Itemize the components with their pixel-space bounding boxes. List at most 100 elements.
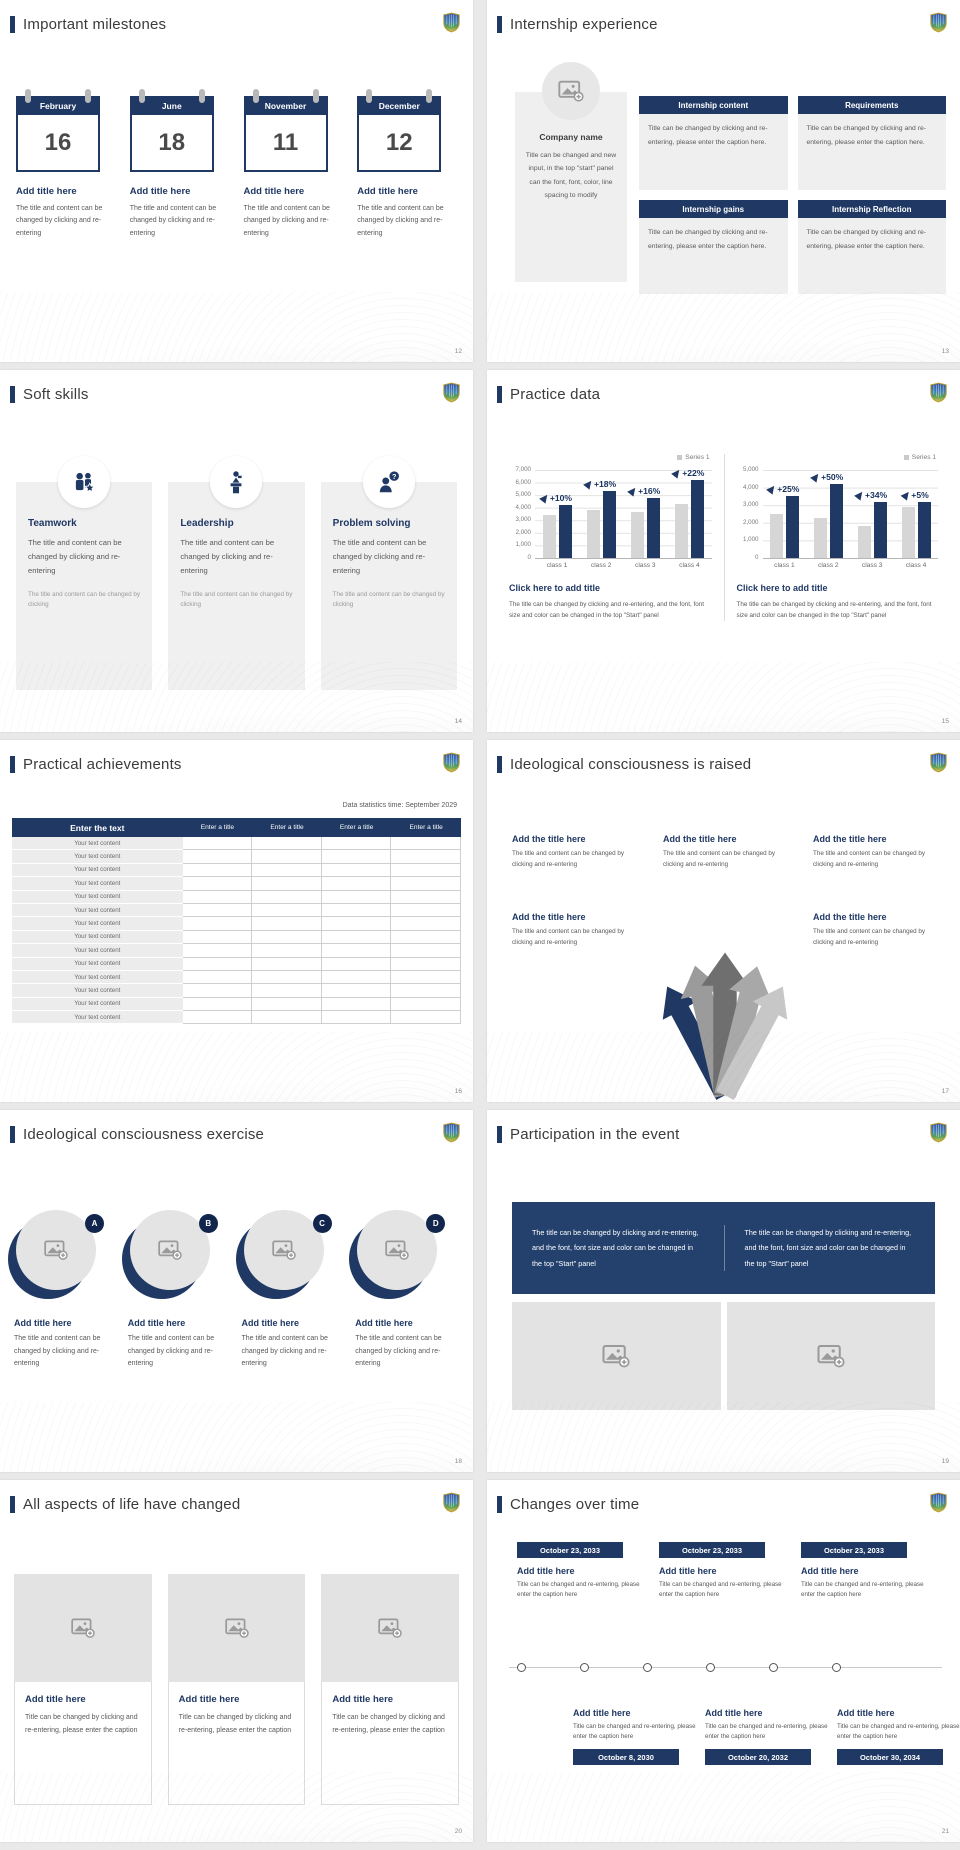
- item-body: The title and content can be changed by …: [16, 205, 103, 237]
- arrow-icon: [671, 467, 683, 479]
- bar-series2: [857, 526, 871, 558]
- page-number: 17: [941, 1088, 949, 1095]
- internship-boxes: Internship content Title can be changed …: [639, 96, 946, 294]
- slide-title-row: Important milestones: [10, 16, 427, 33]
- item-body: Title can be changed and re-entering, pl…: [705, 1723, 828, 1741]
- card-info: Add title here Title can be changed by c…: [167, 1682, 306, 1805]
- arrow-icon: [810, 471, 822, 483]
- item-body: The title and content can be changed by …: [241, 1335, 328, 1368]
- image-placeholder-circle[interactable]: B: [121, 1210, 218, 1299]
- title-accent-bar: [10, 756, 15, 773]
- item-heading: Add title here: [659, 1566, 717, 1576]
- slide-title-row: Practical achievements: [10, 756, 427, 773]
- table-header-cell: Enter the text: [70, 822, 125, 833]
- empty-cell: [391, 1011, 461, 1025]
- row-label-cell: Your text content: [12, 1011, 183, 1025]
- x-axis-label: class 3: [861, 562, 883, 569]
- empty-cell: [391, 944, 461, 958]
- university-crest-icon: [443, 1122, 460, 1143]
- slide-practice-data[interactable]: Practice data Series 1 7,000 6,000 5,000 4,…: [487, 370, 960, 732]
- item-body: The title and content can be changed by …: [243, 205, 330, 237]
- table-row: Your text content: [12, 984, 461, 998]
- letter-badge: B: [198, 1214, 218, 1233]
- arrow-icon: [900, 489, 912, 501]
- bar-series1: [690, 480, 704, 558]
- table-row: Your text content: [12, 930, 461, 945]
- slide-title: Important milestones: [23, 16, 167, 33]
- empty-cell: [391, 957, 461, 971]
- slide-title-row: Participation in the event: [497, 1126, 914, 1143]
- growth-value: +34%: [864, 489, 888, 500]
- card-body: Title can be changed by clicking and re-…: [332, 1714, 445, 1734]
- info-box: Internship content Title can be changed …: [639, 96, 788, 190]
- table-row: Your text content: [12, 997, 461, 1012]
- slide-title-row: Internship experience: [497, 16, 914, 33]
- slide-consciousness-raised[interactable]: Ideological consciousness is raised Add …: [487, 740, 960, 1102]
- image-placeholder[interactable]: [726, 1302, 935, 1410]
- calendar-month: June: [129, 96, 214, 115]
- photo-placeholders-row: [512, 1302, 935, 1410]
- calendar-month: December: [357, 96, 442, 115]
- x-axis-label: class 1: [546, 562, 568, 569]
- image-placeholder-circle[interactable]: C: [235, 1210, 332, 1299]
- slide-practical-achievements[interactable]: Practical achievements Data statistics t…: [0, 740, 473, 1102]
- university-crest-icon: [930, 752, 947, 773]
- item-heading: Add title here: [801, 1566, 859, 1576]
- empty-cell: [252, 850, 322, 864]
- calendar-day: 18: [129, 115, 214, 172]
- slide-consciousness-exercise[interactable]: Ideological consciousness exercise A Add…: [0, 1110, 473, 1472]
- empty-cell: [321, 997, 392, 1012]
- legend-label: Series 1: [685, 454, 710, 461]
- skills-row: Teamwork The title and content can be ch…: [16, 456, 457, 690]
- growth-value: +50%: [821, 472, 844, 483]
- calendar-ring: [426, 89, 433, 103]
- info-box-body: Title can be changed by clicking and re-…: [639, 114, 788, 190]
- item-heading: Add title here: [129, 186, 191, 197]
- page-number: 15: [941, 718, 949, 725]
- growth-label: +5%: [900, 489, 929, 501]
- banner-text-left: The title can be changed by clicking and…: [532, 1227, 699, 1268]
- calendar-icon: December 12: [357, 89, 442, 172]
- table-row: Your text content: [12, 957, 461, 971]
- item-heading: Add title here: [241, 1318, 300, 1328]
- bar-series1: [873, 501, 887, 558]
- calendar-month: November: [243, 96, 328, 115]
- block-heading: Add the title here: [512, 912, 586, 922]
- y-axis: 7,000 6,000 5,000 4,000 3,000 2,000 1,000 0: [515, 466, 531, 561]
- slide-internship-experience[interactable]: Internship experience Company name Title…: [487, 0, 960, 362]
- page-number: 20: [454, 1828, 462, 1835]
- title-accent-bar: [497, 756, 502, 773]
- slide-life-changed[interactable]: All aspects of life have changed Add tit…: [0, 1480, 473, 1842]
- calendar-ring: [366, 89, 373, 103]
- empty-cell: [182, 877, 253, 891]
- image-placeholder[interactable]: [14, 1574, 152, 1682]
- skill-body: The title and content can be changed by …: [180, 538, 275, 576]
- arrow-icon: [583, 478, 595, 490]
- table-row: Your text content: [12, 850, 461, 864]
- slide-soft-skills[interactable]: Soft skills Teamwork The title and conte…: [0, 370, 473, 732]
- x-axis-label: class 4: [905, 562, 927, 569]
- slide-participation-event[interactable]: Participation in the event The title can…: [487, 1110, 960, 1472]
- legend-label: Series 1: [911, 454, 936, 461]
- page-number: 21: [941, 1828, 949, 1835]
- empty-cell: [321, 930, 392, 945]
- image-placeholder[interactable]: [512, 1302, 721, 1410]
- skill-heading: Teamwork: [28, 518, 77, 529]
- image-placeholder-circle[interactable]: D: [349, 1210, 446, 1299]
- slide-title-row: All aspects of life have changed: [10, 1496, 427, 1513]
- image-placeholder-circle[interactable]: A: [8, 1210, 104, 1299]
- empty-cell: [182, 957, 253, 971]
- image-placeholder-icon[interactable]: [542, 62, 600, 120]
- photo-card: Add title here Title can be changed by c…: [167, 1574, 306, 1805]
- slide-changes-over-time[interactable]: Changes over time October 23, 2033 Add t…: [487, 1480, 960, 1842]
- slide-important-milestones[interactable]: Important milestones February 16 Add tit…: [0, 0, 473, 362]
- plot-area: +10% +18% +16% +22%: [535, 467, 712, 559]
- photo-card: Add title here Title can be changed by c…: [321, 1574, 460, 1805]
- photo-card: Add title here Title can be changed by c…: [14, 1574, 152, 1805]
- chart-caption-title: Click here to add title: [509, 583, 601, 593]
- table-header-cell: Enter a title: [409, 824, 443, 831]
- image-placeholder[interactable]: [167, 1574, 306, 1682]
- image-placeholder[interactable]: [321, 1574, 460, 1682]
- empty-cell: [321, 877, 392, 891]
- text-block: Add the title here The title and content…: [512, 912, 640, 948]
